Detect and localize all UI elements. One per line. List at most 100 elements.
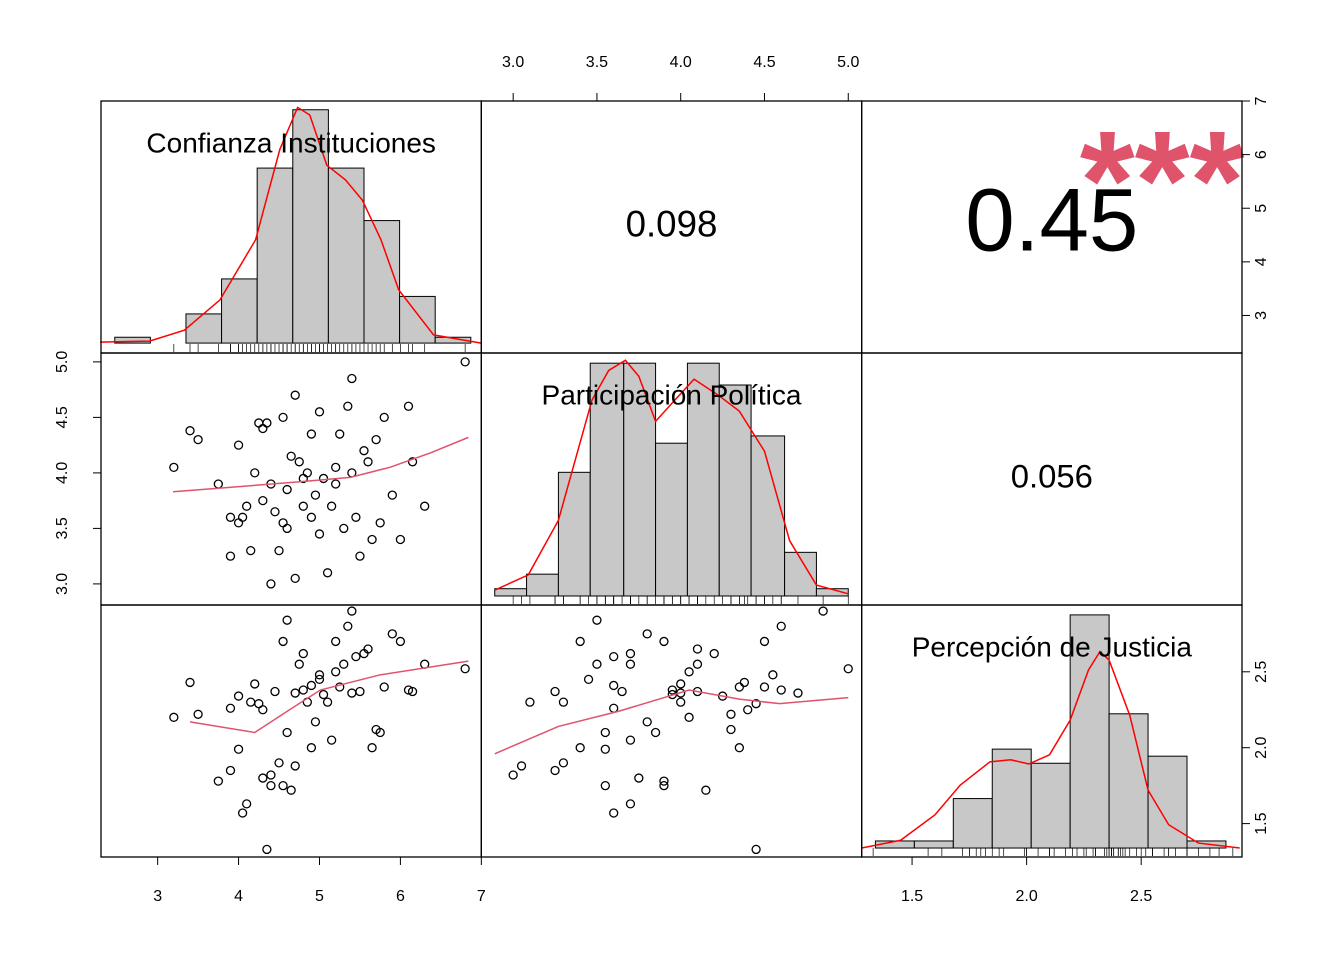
scatter-point xyxy=(290,390,300,400)
y-tick-label: 3 xyxy=(1253,311,1270,320)
scatter-point xyxy=(331,667,341,677)
scatter-point xyxy=(351,651,361,662)
scatter-point xyxy=(258,773,268,783)
scatter-point xyxy=(233,744,244,754)
histogram-bar xyxy=(185,313,223,344)
scatter-point xyxy=(282,727,292,738)
scatter-point xyxy=(818,606,828,616)
scatter-point xyxy=(359,446,369,456)
scatter-point xyxy=(379,412,389,423)
scatter-point xyxy=(600,744,610,754)
scatter-point xyxy=(592,615,602,625)
x-tick-label: 3.5 xyxy=(586,54,608,71)
scatter-point xyxy=(343,621,353,631)
density-line xyxy=(861,650,1240,849)
scatter-point xyxy=(294,457,304,467)
scatter-point xyxy=(709,648,719,659)
scatter-point xyxy=(193,434,203,445)
scatter-point xyxy=(306,680,317,691)
significance-stars: *** xyxy=(1080,101,1245,259)
histogram-bar xyxy=(557,471,591,597)
scatter-point xyxy=(298,685,308,695)
scatter-point xyxy=(575,743,585,753)
scatter-point xyxy=(306,512,317,522)
scatter-point xyxy=(310,490,321,500)
scatter-point xyxy=(270,686,280,697)
histogram-bar xyxy=(494,588,528,597)
scatter-point xyxy=(185,677,195,688)
correlation-value: 0.098 xyxy=(626,204,718,245)
scatter-point xyxy=(609,651,619,662)
scatter-point xyxy=(185,426,195,436)
scatter-point xyxy=(278,518,288,528)
scatter-point xyxy=(575,636,585,647)
scatter-point xyxy=(734,682,745,692)
scatter-point xyxy=(331,462,341,472)
variable-name: Percepción de Justicia xyxy=(912,631,1193,662)
histogram-bar xyxy=(399,295,436,344)
scatter-point xyxy=(600,781,610,791)
scatter-point xyxy=(225,512,236,522)
scatter-point xyxy=(659,636,669,647)
y-tick-label: 4.5 xyxy=(54,406,71,428)
scatter-point xyxy=(395,636,406,647)
histogram-bar xyxy=(655,442,688,597)
scatter-point xyxy=(246,545,256,556)
scatter-point xyxy=(314,407,325,417)
scatter-point xyxy=(617,686,627,697)
scatter-point xyxy=(600,727,610,738)
scatter-point xyxy=(625,648,636,659)
scatter-point xyxy=(676,679,686,689)
scatter-point xyxy=(262,844,272,855)
y-tick-label: 4.0 xyxy=(54,462,71,484)
scatter-point xyxy=(347,688,357,698)
scatter-point xyxy=(286,451,296,461)
scatter-point xyxy=(335,429,345,439)
scatter-point xyxy=(642,717,652,727)
scatter-point xyxy=(282,615,292,625)
scatter-point xyxy=(407,686,418,697)
scatter-point xyxy=(266,770,276,780)
scatter-point xyxy=(343,401,353,411)
scatter-point xyxy=(347,606,357,616)
scatter-point xyxy=(237,512,248,522)
scatter-point xyxy=(233,691,244,701)
y-tick-label: 1.5 xyxy=(1253,812,1270,834)
histogram-bar xyxy=(991,748,1032,849)
scatter-point xyxy=(516,761,527,771)
y-tick-label: 7 xyxy=(1253,96,1270,105)
scatter-point xyxy=(395,534,406,545)
scatter-point xyxy=(306,743,317,753)
scatter-point xyxy=(751,699,761,709)
scatter-point xyxy=(266,781,276,791)
scatter-point xyxy=(331,636,341,647)
scatter-point xyxy=(233,440,244,450)
scatter-point xyxy=(387,629,397,639)
scatter-point xyxy=(306,429,317,439)
scatter-point xyxy=(355,686,365,697)
scatter-point xyxy=(583,674,594,685)
scatter-point xyxy=(379,682,389,692)
scatter-point xyxy=(403,685,414,695)
histogram-bar xyxy=(256,167,294,344)
y-tick-label: 5.0 xyxy=(54,351,71,373)
scatter-point xyxy=(298,501,308,511)
scatter-point xyxy=(625,735,636,745)
y-tick-label: 5 xyxy=(1253,204,1270,213)
scatter-point xyxy=(213,479,223,489)
x-tick-label: 7 xyxy=(477,888,486,905)
scatter-point xyxy=(768,670,778,680)
scatter-point xyxy=(314,529,325,539)
scatter-point xyxy=(298,648,308,659)
scatter-point xyxy=(225,703,236,713)
scatter-point xyxy=(525,697,535,707)
scatter-point xyxy=(609,808,619,818)
scatter-point xyxy=(326,501,337,511)
histogram-bar xyxy=(718,384,752,597)
scatter-point xyxy=(314,674,325,685)
scatter-point xyxy=(254,418,264,428)
scatter-point xyxy=(193,709,203,719)
scatter-point xyxy=(347,373,357,384)
scatter-point xyxy=(169,712,179,722)
scatter-point xyxy=(242,799,252,809)
